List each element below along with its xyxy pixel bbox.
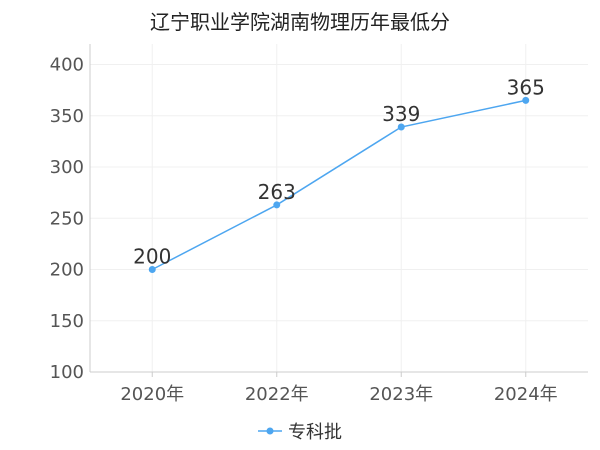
data-label: 263 [258, 180, 296, 204]
grid-lines [90, 44, 588, 373]
axes [89, 44, 588, 377]
y-tick-label: 400 [50, 55, 84, 76]
legend-label-series-1: 专科批 [288, 422, 342, 443]
y-tick-label: 150 [50, 311, 84, 332]
x-tick-label: 2023年 [369, 384, 433, 405]
y-tick-labels: 100 150 200 250 300 350 400 [50, 55, 84, 384]
x-tick-label: 2020年 [120, 384, 184, 405]
data-label: 200 [133, 245, 171, 269]
y-tick-label: 300 [50, 157, 84, 178]
data-point [273, 201, 281, 209]
data-point [148, 266, 156, 273]
data-point [522, 96, 530, 104]
series-line [151, 99, 526, 271]
y-tick-label: 350 [50, 106, 84, 127]
data-point [397, 123, 405, 131]
x-tick-label: 2022年 [245, 384, 309, 405]
data-label: 339 [382, 102, 420, 126]
x-tick-labels: 2020年 2022年 2023年 2024年 [120, 384, 557, 405]
y-tick-label: 200 [50, 260, 84, 281]
x-tick-label: 2024年 [494, 384, 558, 405]
chart-title: 辽宁职业学院湖南物理历年最低分 [150, 10, 450, 34]
y-tick-label: 250 [50, 208, 84, 229]
data-labels: 200 263 339 365 [133, 75, 545, 268]
data-label: 365 [507, 75, 545, 99]
data-points [148, 96, 530, 273]
legend-marker [258, 427, 282, 435]
y-tick-label: 100 [50, 362, 84, 383]
series-lines [151, 99, 526, 271]
legend: 专科批 [0, 418, 600, 444]
